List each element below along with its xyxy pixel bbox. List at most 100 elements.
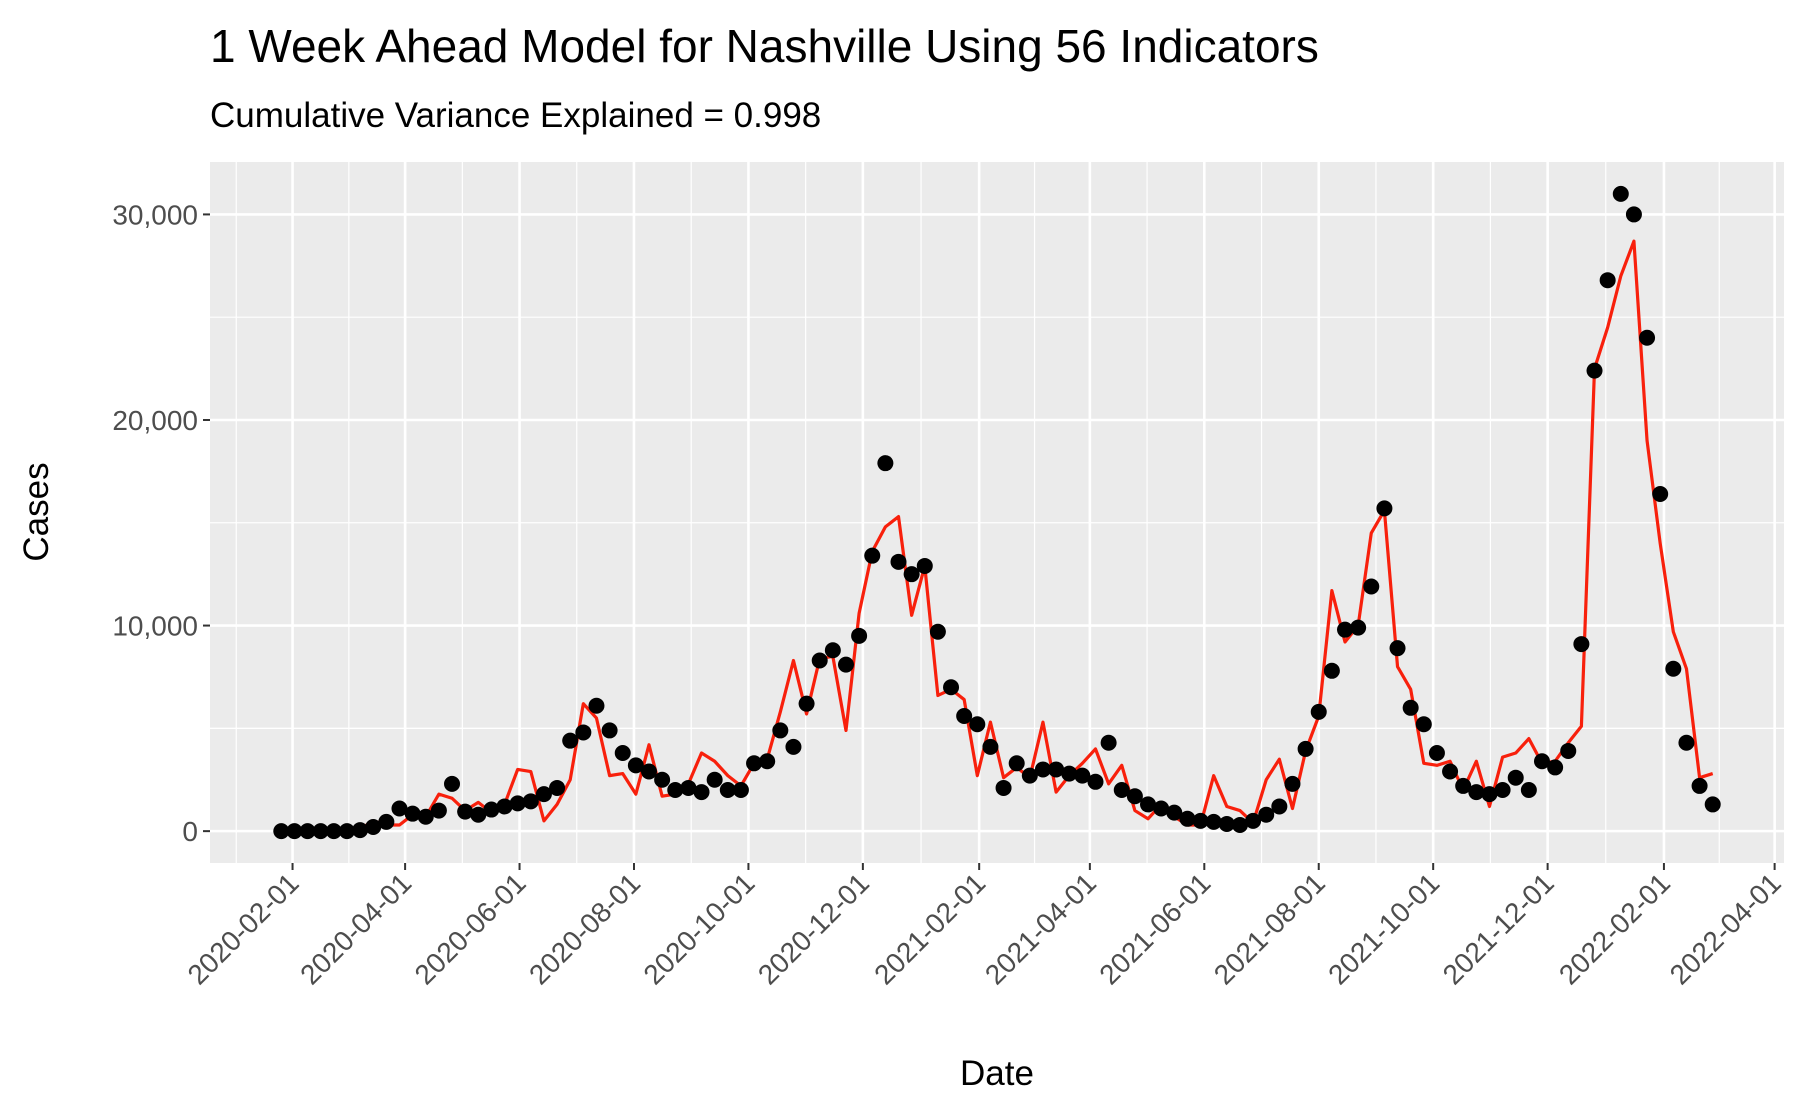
- data-point: [562, 732, 579, 749]
- data-point: [352, 822, 369, 839]
- data-point: [1468, 784, 1485, 801]
- data-point: [1008, 755, 1025, 772]
- x-tick-label: 2020-04-01: [294, 867, 417, 990]
- x-tick-label: 2021-02-01: [868, 867, 991, 990]
- data-point: [378, 813, 395, 830]
- data-point: [1481, 786, 1498, 803]
- data-point: [1455, 777, 1472, 794]
- data-point: [1337, 621, 1354, 638]
- data-point: [1389, 640, 1406, 657]
- y-tick-label: 20,000: [112, 405, 198, 436]
- chart-title: 1 Week Ahead Model for Nashville Using 5…: [210, 20, 1319, 72]
- data-point: [1612, 185, 1629, 202]
- data-point: [1625, 206, 1642, 223]
- x-tick-label: 2021-08-01: [1208, 867, 1331, 990]
- chart-subtitle: Cumulative Variance Explained = 0.998: [210, 96, 821, 135]
- data-point: [719, 782, 736, 799]
- data-point: [982, 738, 999, 755]
- data-point: [1258, 806, 1275, 823]
- data-point: [1048, 761, 1065, 778]
- data-point: [1678, 734, 1695, 751]
- data-point: [693, 784, 710, 801]
- data-point: [1494, 782, 1511, 799]
- x-tick-label: 2021-04-01: [979, 867, 1102, 990]
- x-tick-label: 2022-04-01: [1664, 867, 1787, 990]
- data-point: [457, 803, 474, 820]
- data-point: [1140, 796, 1157, 813]
- data-point: [614, 745, 631, 762]
- data-point: [759, 753, 776, 770]
- data-point: [667, 782, 684, 799]
- data-point: [1231, 816, 1248, 833]
- data-point: [824, 642, 841, 659]
- data-point: [1205, 813, 1222, 830]
- data-point: [286, 823, 303, 840]
- data-point: [496, 798, 513, 815]
- data-point: [956, 708, 973, 725]
- data-point: [837, 656, 854, 673]
- data-point: [1297, 740, 1314, 757]
- data-point: [732, 782, 749, 799]
- data-point: [1652, 485, 1669, 502]
- data-point: [1586, 362, 1603, 379]
- x-axis-title: Date: [960, 1054, 1034, 1093]
- data-point: [1166, 804, 1183, 821]
- data-point: [1547, 759, 1564, 776]
- x-tick-label: 2021-06-01: [1093, 867, 1216, 990]
- data-point: [640, 763, 657, 780]
- data-point: [1533, 753, 1550, 770]
- x-tick-label: 2020-06-01: [409, 867, 532, 990]
- data-point: [535, 786, 552, 803]
- data-point: [929, 623, 946, 640]
- data-point: [627, 757, 644, 774]
- data-point: [1192, 812, 1209, 829]
- data-point: [1271, 798, 1288, 815]
- data-point: [1691, 777, 1708, 794]
- data-point: [404, 805, 421, 822]
- data-point: [1665, 660, 1682, 677]
- data-point: [1442, 763, 1459, 780]
- data-point: [706, 771, 723, 788]
- data-point: [338, 823, 355, 840]
- data-point: [1428, 745, 1445, 762]
- data-point: [785, 738, 802, 755]
- x-tick-label: 2021-10-01: [1322, 867, 1445, 990]
- data-point: [273, 823, 290, 840]
- data-point: [1021, 767, 1038, 784]
- data-point: [1704, 796, 1721, 813]
- y-axis-title: Cases: [17, 462, 56, 561]
- data-point: [1639, 329, 1656, 346]
- data-point: [1376, 500, 1393, 517]
- data-point: [325, 823, 342, 840]
- data-point: [1126, 788, 1143, 805]
- data-point: [509, 795, 526, 812]
- data-point: [1087, 773, 1104, 790]
- data-point: [877, 455, 894, 472]
- data-point: [746, 755, 763, 772]
- data-point: [1061, 765, 1078, 782]
- data-point: [680, 779, 697, 796]
- data-point: [890, 553, 907, 570]
- data-point: [864, 547, 881, 564]
- data-point: [1402, 699, 1419, 716]
- data-point: [1415, 716, 1432, 733]
- data-point: [483, 801, 500, 818]
- data-point: [1350, 619, 1367, 636]
- data-point: [1245, 812, 1262, 829]
- data-point: [588, 697, 605, 714]
- data-point: [1560, 742, 1577, 759]
- data-point: [1507, 769, 1524, 786]
- x-tick-label: 2022-02-01: [1553, 867, 1676, 990]
- data-point: [549, 779, 566, 796]
- y-tick-label: 10,000: [112, 611, 198, 642]
- data-point: [916, 557, 933, 574]
- data-point: [851, 627, 868, 644]
- data-point: [903, 566, 920, 583]
- data-point: [811, 652, 828, 669]
- data-point: [1100, 734, 1117, 751]
- data-point: [365, 819, 382, 836]
- x-tick-label: 2020-08-01: [523, 867, 646, 990]
- data-point: [1520, 782, 1537, 799]
- y-tick-label: 30,000: [112, 199, 198, 230]
- data-point: [1218, 815, 1235, 832]
